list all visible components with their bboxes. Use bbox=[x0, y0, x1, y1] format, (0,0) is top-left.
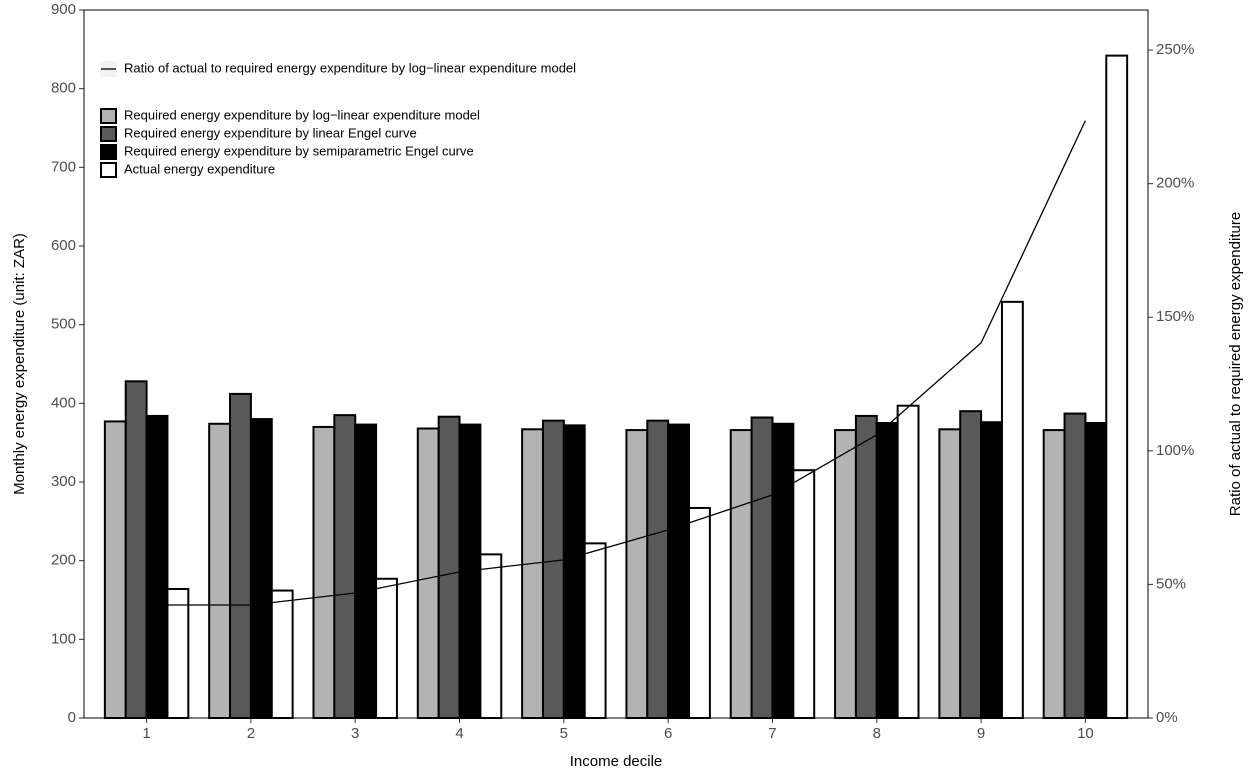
bar bbox=[667, 423, 691, 719]
y2-tick-label: 150% bbox=[1156, 308, 1194, 325]
legend-label: Ratio of actual to required energy expen… bbox=[124, 60, 576, 75]
x-tick-label: 4 bbox=[455, 725, 463, 742]
y2-tick-label: 200% bbox=[1156, 175, 1194, 192]
x-tick-label: 2 bbox=[247, 725, 255, 742]
bar bbox=[479, 553, 503, 720]
legend-swatch bbox=[100, 126, 117, 142]
bar bbox=[333, 414, 357, 719]
bar bbox=[771, 422, 795, 719]
x-tick-label: 8 bbox=[873, 725, 881, 742]
y2-tick-label: 250% bbox=[1156, 41, 1194, 58]
line bbox=[146, 120, 1086, 606]
legend-swatch bbox=[100, 108, 117, 124]
bar bbox=[896, 404, 920, 719]
x-axis-title: Income decile bbox=[570, 753, 663, 770]
bar bbox=[980, 421, 1003, 719]
y2-tick-label: 50% bbox=[1156, 575, 1186, 592]
y-tick-label: 400 bbox=[51, 394, 76, 411]
y-tick-label: 300 bbox=[51, 473, 76, 490]
bar bbox=[792, 469, 816, 720]
bar bbox=[208, 422, 232, 719]
bar bbox=[834, 429, 857, 719]
bar bbox=[583, 542, 607, 719]
bar bbox=[166, 587, 190, 720]
bar bbox=[959, 410, 983, 719]
y-tick-label: 100 bbox=[51, 630, 76, 647]
bar bbox=[541, 419, 565, 719]
x-tick-label: 7 bbox=[768, 725, 776, 742]
legend-label: Required energy expenditure by semiparam… bbox=[124, 143, 474, 158]
x-tick-label: 5 bbox=[560, 725, 568, 742]
bar bbox=[938, 428, 962, 719]
y-tick-label: 900 bbox=[51, 1, 76, 18]
legend-label: Actual energy expenditure bbox=[124, 161, 275, 176]
y-tick-label: 600 bbox=[51, 237, 76, 254]
bar bbox=[124, 380, 148, 719]
bar bbox=[521, 428, 544, 719]
y-tick-label: 700 bbox=[51, 158, 76, 175]
bar bbox=[375, 577, 398, 720]
bar bbox=[750, 416, 774, 719]
y-tick-label: 800 bbox=[51, 80, 76, 97]
bar bbox=[312, 425, 336, 719]
y-tick-label: 200 bbox=[51, 552, 76, 569]
y2-tick-label: 0% bbox=[1156, 709, 1178, 726]
bar bbox=[229, 392, 252, 719]
bar bbox=[103, 420, 127, 719]
bar bbox=[1105, 54, 1129, 720]
bar bbox=[270, 589, 294, 719]
x-tick-label: 3 bbox=[351, 725, 359, 742]
y-tick-label: 500 bbox=[51, 316, 76, 333]
legend-label: Required energy expenditure by log−linea… bbox=[124, 107, 480, 122]
y-axis-title: Monthly energy expenditure (unit: ZAR) bbox=[11, 233, 28, 495]
legend-swatch bbox=[100, 144, 117, 160]
bar bbox=[729, 429, 753, 719]
bar bbox=[416, 427, 440, 719]
y2-axis-title: Ratio of actual to required energy expen… bbox=[1227, 212, 1244, 516]
bar bbox=[688, 506, 711, 719]
x-tick-label: 1 bbox=[142, 725, 150, 742]
legend-label: Required energy expenditure by linear En… bbox=[124, 125, 417, 140]
bar bbox=[1042, 429, 1066, 719]
bar bbox=[1000, 300, 1024, 719]
plot-frame bbox=[83, 9, 1149, 719]
bar bbox=[437, 415, 461, 719]
bar bbox=[646, 419, 670, 719]
bar bbox=[562, 424, 586, 719]
legend-swatch bbox=[100, 162, 117, 178]
bar bbox=[354, 423, 378, 719]
bar bbox=[1063, 412, 1087, 719]
bar bbox=[249, 418, 273, 719]
y2-tick-label: 100% bbox=[1156, 442, 1194, 459]
bar bbox=[854, 414, 878, 719]
bar bbox=[145, 414, 169, 719]
bar bbox=[1084, 422, 1108, 719]
x-tick-label: 6 bbox=[664, 725, 672, 742]
bar bbox=[875, 422, 899, 719]
bar bbox=[625, 429, 649, 719]
x-tick-label: 9 bbox=[977, 725, 985, 742]
y-tick-label: 0 bbox=[68, 709, 76, 726]
x-tick-label: 10 bbox=[1077, 725, 1094, 742]
